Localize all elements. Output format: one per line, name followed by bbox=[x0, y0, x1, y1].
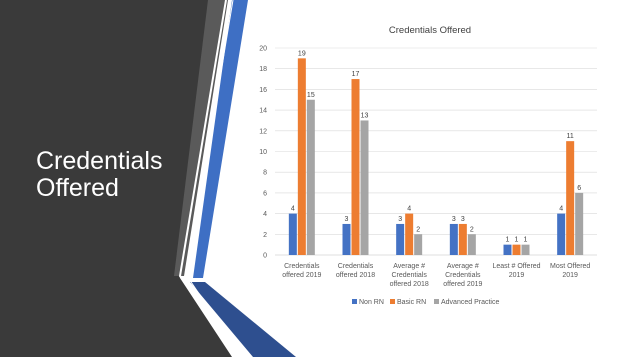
data-label: 13 bbox=[361, 112, 369, 119]
data-label: 1 bbox=[515, 237, 519, 244]
x-tick-label: offered 2018 bbox=[390, 281, 429, 288]
x-tick-label: offered 2019 bbox=[282, 272, 321, 279]
bar bbox=[557, 213, 566, 255]
bar bbox=[405, 213, 414, 255]
y-tick-label: 8 bbox=[263, 170, 267, 177]
data-label: 15 bbox=[307, 92, 315, 99]
y-tick-label: 20 bbox=[259, 46, 267, 53]
y-tick-label: 16 bbox=[259, 87, 267, 94]
data-label: 1 bbox=[506, 237, 510, 244]
data-label: 2 bbox=[416, 226, 420, 233]
data-label: 11 bbox=[567, 133, 574, 140]
bar bbox=[351, 79, 360, 255]
legend-label: Non RN bbox=[359, 299, 384, 306]
blue-chevron-shape bbox=[190, 282, 296, 357]
x-tick-label: Average # bbox=[393, 263, 425, 270]
bar bbox=[306, 99, 315, 255]
white-divider-line-2 bbox=[186, 0, 243, 357]
bar bbox=[449, 223, 458, 255]
y-tick-label: 6 bbox=[263, 190, 267, 197]
y-tick-label: 4 bbox=[263, 211, 267, 218]
y-tick-label: 10 bbox=[259, 149, 267, 156]
x-axis-labels: Credentials offered 2019 Credentials offere… bbox=[282, 263, 590, 288]
x-tick-label: Most Offered bbox=[550, 263, 590, 270]
x-tick-label: Least # Offered bbox=[492, 263, 540, 270]
data-label: 19 bbox=[298, 50, 306, 57]
y-tick-label: 0 bbox=[263, 253, 267, 260]
data-label: 17 bbox=[352, 71, 360, 78]
chart-gridlines bbox=[275, 47, 597, 256]
data-label: 4 bbox=[407, 206, 411, 213]
blue-slash-shape bbox=[193, 0, 248, 278]
y-tick-label: 18 bbox=[259, 66, 267, 73]
legend-swatch bbox=[434, 299, 439, 304]
data-label: 1 bbox=[524, 237, 528, 244]
x-tick-label: offered 2018 bbox=[336, 272, 375, 279]
x-tick-label: Credentials bbox=[445, 272, 481, 279]
data-label: 2 bbox=[470, 226, 474, 233]
bar bbox=[342, 223, 351, 255]
bar bbox=[458, 223, 467, 255]
data-label: 3 bbox=[398, 216, 402, 223]
data-label: 3 bbox=[452, 216, 456, 223]
bar bbox=[503, 244, 512, 255]
bar bbox=[288, 213, 297, 255]
slide-title: Credentials Offered bbox=[36, 147, 163, 202]
y-tick-label: 2 bbox=[263, 232, 267, 239]
bar bbox=[521, 244, 530, 255]
x-tick-label: Credentials bbox=[284, 263, 320, 270]
bar bbox=[414, 234, 423, 255]
data-label: 6 bbox=[577, 185, 581, 192]
bar bbox=[396, 223, 405, 255]
x-tick-label: offered 2019 bbox=[443, 281, 482, 288]
data-label: 3 bbox=[461, 216, 465, 223]
x-tick-label: 2019 bbox=[509, 272, 525, 279]
data-label: 3 bbox=[345, 216, 349, 223]
x-tick-label: Average # bbox=[447, 263, 479, 270]
bar bbox=[575, 192, 584, 255]
legend-swatch bbox=[390, 299, 395, 304]
y-tick-label: 12 bbox=[259, 128, 267, 135]
bar bbox=[467, 234, 476, 255]
bar bbox=[566, 141, 575, 255]
bar bbox=[512, 244, 521, 255]
x-tick-label: Credentials bbox=[391, 272, 427, 279]
bar bbox=[360, 120, 369, 255]
chart-title: Credentials Offered bbox=[389, 25, 471, 36]
data-label: 4 bbox=[291, 206, 295, 213]
data-label: 4 bbox=[559, 206, 563, 213]
x-tick-label: Credentials bbox=[338, 263, 374, 270]
y-axis-ticks: 0 2 4 6 8 10 12 14 16 18 20 bbox=[259, 46, 267, 260]
legend-label: Basic RN bbox=[397, 299, 426, 306]
bar bbox=[297, 58, 306, 255]
x-tick-label: 2019 bbox=[562, 272, 578, 279]
y-tick-label: 14 bbox=[259, 108, 267, 115]
legend-label: Advanced Practice bbox=[441, 299, 499, 306]
dark-left-panel bbox=[0, 0, 232, 357]
white-divider-line-1 bbox=[178, 0, 237, 357]
legend-swatch bbox=[352, 299, 357, 304]
chart-legend: Non RN Basic RN Advanced Practice bbox=[352, 299, 499, 306]
